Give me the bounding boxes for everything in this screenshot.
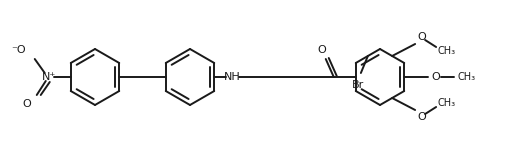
Text: CH₃: CH₃ [437,46,455,56]
Text: N⁺: N⁺ [42,72,56,82]
Text: O: O [317,45,326,55]
Text: O: O [22,99,31,109]
Text: CH₃: CH₃ [437,98,455,108]
Text: O: O [432,72,440,82]
Text: Br: Br [352,80,364,90]
Text: CH₃: CH₃ [457,72,475,82]
Text: O: O [418,32,427,42]
Text: O: O [418,112,427,122]
Text: NH: NH [224,72,241,82]
Text: ⁻O: ⁻O [11,45,26,55]
